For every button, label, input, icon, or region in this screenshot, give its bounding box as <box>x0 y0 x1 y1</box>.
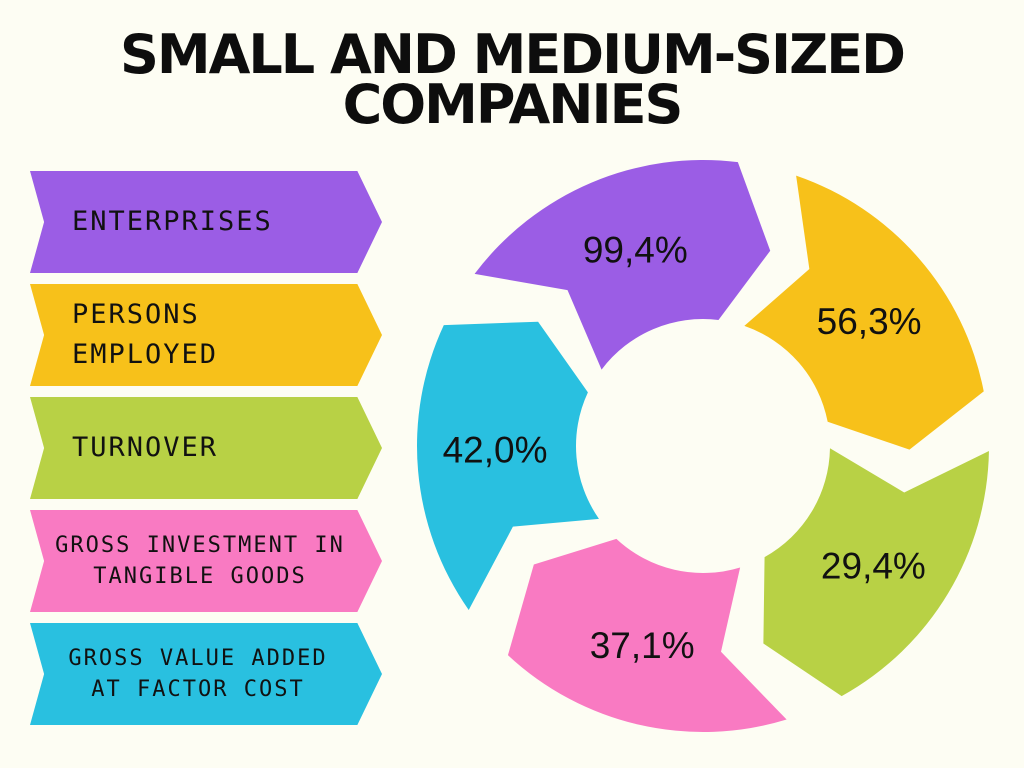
legend-label-persons-employed: PERSONS EMPLOYED <box>72 299 219 370</box>
legend-item-gross-value-added: GROSS VALUE ADDED AT FACTOR COST <box>30 623 382 725</box>
data-label-enterprises: 99,4% <box>583 229 688 270</box>
data-label-turnover: 29,4% <box>821 545 926 586</box>
donut-segment-enterprises <box>474 160 771 370</box>
legend: ENTERPRISES PERSONS EMPLOYED TURNOVER GR… <box>0 0 400 768</box>
donut-segment-persons-employed <box>744 175 984 450</box>
data-label-gross-value-added-at-factor-cost: 42,0% <box>443 430 548 471</box>
chart-title: SMALL AND MEDIUM-SIZED COMPANIES <box>119 23 906 136</box>
donut-segment-gross-investment-in-tangible-goods <box>507 538 787 732</box>
donut-segment-turnover <box>763 448 989 697</box>
legend-item-persons-employed: PERSONS EMPLOYED <box>30 284 382 386</box>
donut-segment-gross-value-added-at-factor-cost <box>416 321 599 611</box>
data-label-persons-employed: 56,3% <box>817 301 922 342</box>
legend-label-gross-investment: GROSS INVESTMENT IN TANGIBLE GOODS <box>55 533 345 589</box>
legend-item-gross-investment: GROSS INVESTMENT IN TANGIBLE GOODS <box>30 510 382 612</box>
legend-label-gross-value-added: GROSS VALUE ADDED AT FACTOR COST <box>68 646 328 702</box>
legend-label-turnover: TURNOVER <box>72 432 219 463</box>
legend-label-enterprises: ENTERPRISES <box>72 206 273 237</box>
data-label-gross-investment-in-tangible-goods: 37,1% <box>590 625 695 666</box>
legend-item-enterprises: ENTERPRISES <box>30 171 382 273</box>
legend-item-turnover: TURNOVER <box>30 397 382 499</box>
